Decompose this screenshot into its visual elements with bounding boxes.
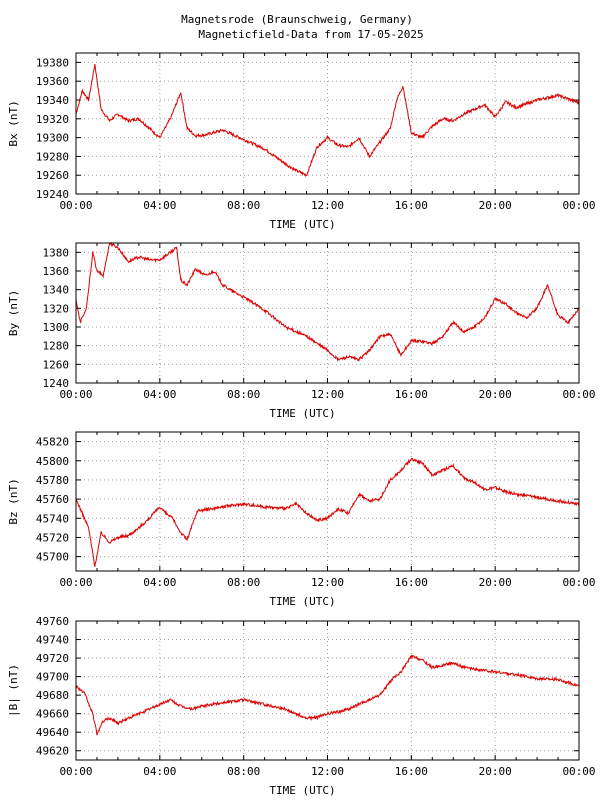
plot-frame bbox=[75, 620, 580, 761]
x-tick-label: 20:00 bbox=[479, 388, 512, 401]
y-tick-label: 1340 bbox=[43, 284, 70, 297]
x-tick-label: 12:00 bbox=[311, 576, 344, 589]
y-axis-label: Bz (nT) bbox=[7, 478, 20, 524]
plot-frame bbox=[75, 431, 580, 572]
x-tick-label: 04:00 bbox=[143, 576, 176, 589]
y-tick-label: 45780 bbox=[36, 474, 69, 487]
y-tick-label: 19280 bbox=[36, 150, 69, 163]
y-tick-label: 49720 bbox=[36, 652, 69, 665]
x-tick-label: 16:00 bbox=[395, 388, 428, 401]
y-axis-label: |B| (nT) bbox=[7, 664, 20, 717]
plot-frame bbox=[75, 52, 580, 195]
y-tick-label: 1280 bbox=[43, 340, 70, 353]
x-tick-label: 12:00 bbox=[311, 199, 344, 212]
x-tick-label: 04:00 bbox=[143, 388, 176, 401]
x-axis-label: TIME (UTC) bbox=[269, 784, 335, 797]
y-tick-label: 1380 bbox=[43, 246, 70, 259]
y-tick-label: 45720 bbox=[36, 531, 69, 544]
plot-frame bbox=[75, 242, 580, 384]
panel-1: 00:00 04:00 08:00 12:00 16:00 20:00 00:0019240… bbox=[7, 52, 596, 231]
x-tick-label: 00:00 bbox=[59, 388, 92, 401]
y-tick-label: 1360 bbox=[43, 265, 70, 278]
y-tick-label: 19360 bbox=[36, 75, 69, 88]
chart-title-line2: Magneticfield-Data from 17-05-2025 bbox=[198, 28, 423, 41]
y-tick-label: 49620 bbox=[36, 745, 69, 758]
y-tick-label: 45700 bbox=[36, 551, 69, 564]
x-tick-label: 20:00 bbox=[479, 199, 512, 212]
chart-title-line1: Magnetsrode (Braunschweig, Germany) bbox=[181, 13, 413, 26]
x-tick-label: 00:00 bbox=[59, 576, 92, 589]
panel-2: 00:00 04:00 08:00 12:00 16:00 20:00 00:0012401… bbox=[7, 241, 596, 420]
panel-4: 00:00 04:00 08:00 12:00 16:00 20:00 00:00 49620… bbox=[7, 615, 596, 797]
x-tick-label: 08:00 bbox=[227, 576, 260, 589]
x-axis-label: TIME (UTC) bbox=[269, 595, 335, 608]
y-tick-label: 1240 bbox=[43, 377, 70, 390]
x-axis-label: TIME (UTC) bbox=[269, 218, 335, 231]
x-tick-label: 00:00 bbox=[59, 765, 92, 778]
x-tick-label: 20:00 bbox=[479, 576, 512, 589]
x-tick-label: 08:00 bbox=[227, 199, 260, 212]
y-tick-label: 49640 bbox=[36, 726, 69, 739]
x-tick-label: 04:00 bbox=[143, 765, 176, 778]
y-tick-label: 19320 bbox=[36, 113, 69, 126]
x-tick-label: 00:00 bbox=[562, 199, 595, 212]
series-line bbox=[75, 241, 579, 362]
y-tick-label: 45760 bbox=[36, 493, 69, 506]
x-tick-label: 20:00 bbox=[479, 765, 512, 778]
x-tick-label: 08:00 bbox=[227, 765, 260, 778]
y-tick-label: 19260 bbox=[36, 169, 69, 182]
y-tick-label: 45740 bbox=[36, 512, 69, 525]
x-tick-label: 12:00 bbox=[311, 388, 344, 401]
x-tick-label: 16:00 bbox=[395, 199, 428, 212]
x-tick-label: 08:00 bbox=[227, 388, 260, 401]
y-tick-label: 19340 bbox=[36, 94, 69, 107]
y-tick-label: 1320 bbox=[43, 302, 70, 315]
x-axis-label: TIME (UTC) bbox=[269, 407, 335, 420]
y-tick-label: 49700 bbox=[36, 671, 69, 684]
x-tick-label: 04:00 bbox=[143, 199, 176, 212]
y-tick-label: 19240 bbox=[36, 188, 69, 201]
series-line bbox=[75, 64, 580, 178]
series-line bbox=[75, 654, 580, 736]
panel-3: 00:00 04:00 08:00 12:00 16:00 20:00 00:00 45700… bbox=[7, 431, 596, 608]
x-tick-label: 00:00 bbox=[562, 576, 595, 589]
y-tick-label: 45800 bbox=[36, 455, 69, 468]
y-tick-label: 49760 bbox=[36, 615, 69, 628]
y-tick-label: 1260 bbox=[43, 358, 70, 371]
x-tick-label: 16:00 bbox=[395, 576, 428, 589]
y-tick-label: 1300 bbox=[43, 321, 70, 334]
x-tick-label: 16:00 bbox=[395, 765, 428, 778]
y-tick-label: 19380 bbox=[36, 56, 69, 69]
y-tick-label: 49680 bbox=[36, 689, 69, 702]
x-tick-label: 00:00 bbox=[562, 765, 595, 778]
y-tick-label: 49740 bbox=[36, 634, 69, 647]
x-tick-label: 00:00 bbox=[562, 388, 595, 401]
y-tick-label: 19300 bbox=[36, 132, 69, 145]
series-line bbox=[75, 457, 580, 567]
y-tick-label: 49660 bbox=[36, 708, 69, 721]
x-tick-label: 00:00 bbox=[59, 199, 92, 212]
y-tick-label: 45820 bbox=[36, 436, 69, 449]
y-axis-label: Bx (nT) bbox=[7, 100, 20, 146]
x-tick-label: 12:00 bbox=[311, 765, 344, 778]
y-axis-label: By (nT) bbox=[7, 290, 20, 336]
